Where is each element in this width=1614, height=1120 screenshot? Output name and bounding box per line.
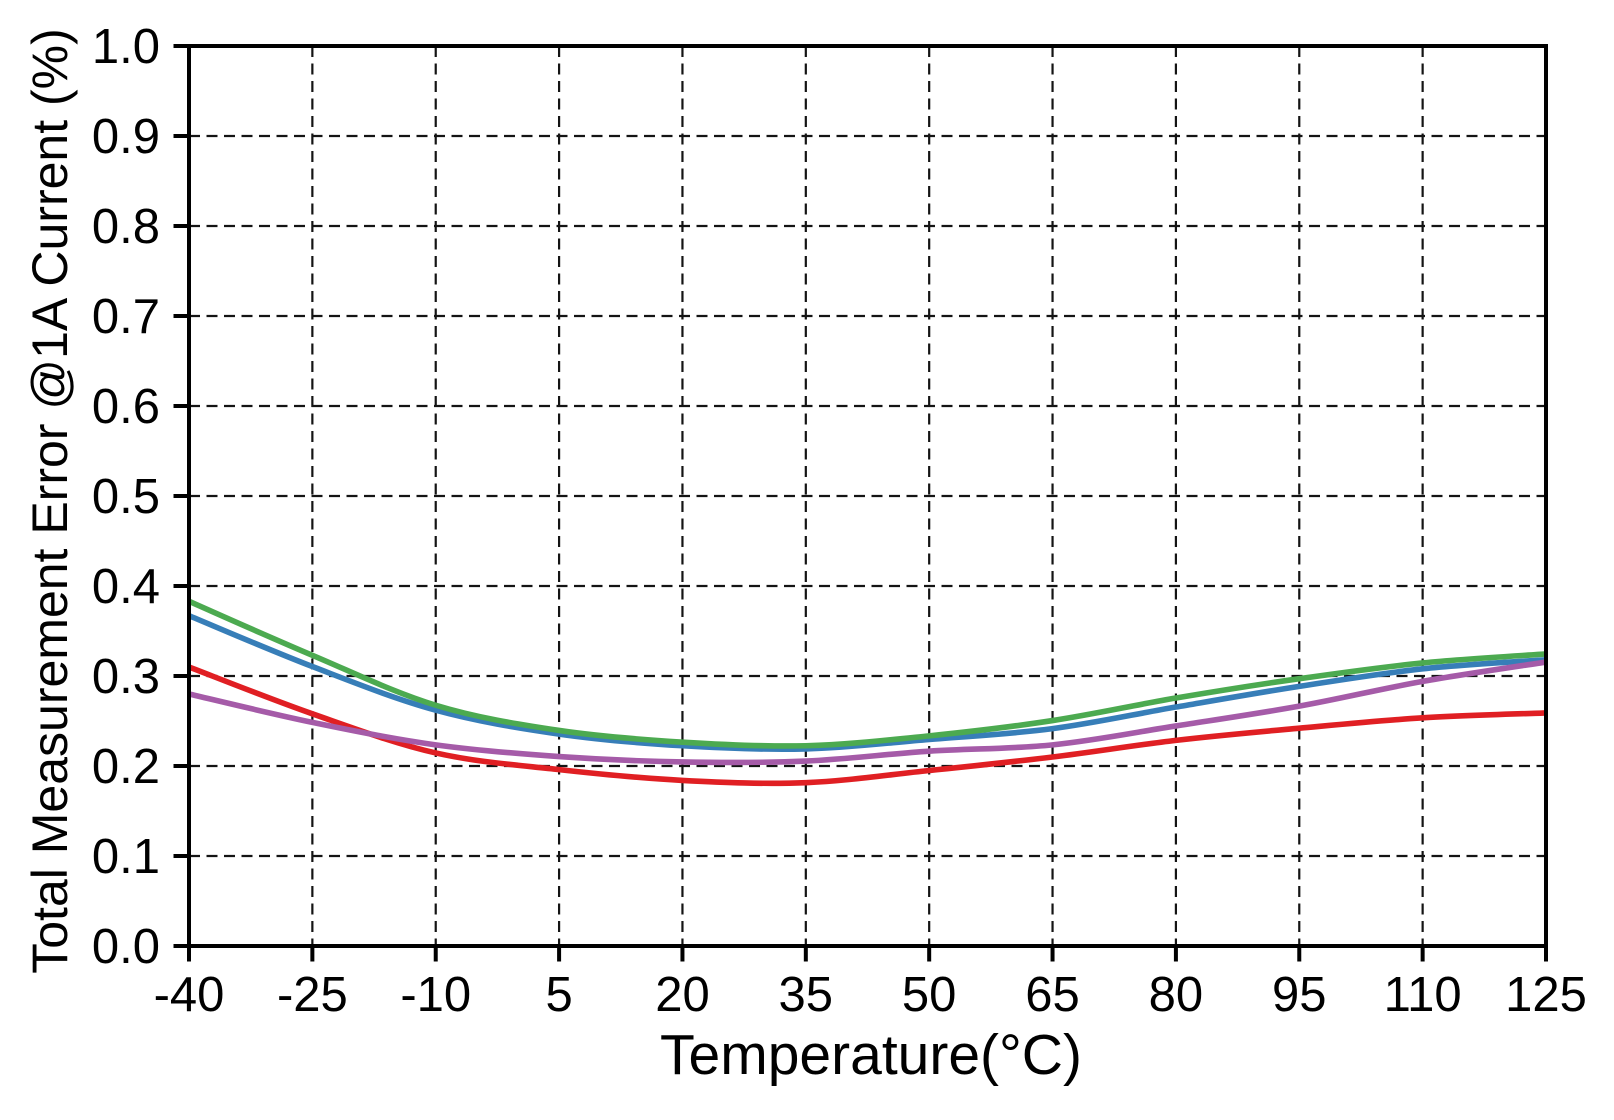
x-axis-title: Temperature(°C) <box>660 1023 1082 1087</box>
y-tick-label: 1.0 <box>92 20 160 74</box>
y-tick-label: 0.9 <box>92 110 160 164</box>
plot-border <box>187 44 1548 948</box>
x-tick-label: -40 <box>154 968 225 1022</box>
y-tick-label: 0.8 <box>92 200 160 254</box>
gridlines <box>189 46 1546 946</box>
y-tick-label: 0.6 <box>92 380 160 434</box>
x-tick-label: 35 <box>779 968 834 1022</box>
tick-labels: -40 -25 -10 5 20 35 50 65 80 95 110 125 0.0 0.1 0.2 0.3… <box>92 20 1587 1022</box>
x-tick-label: 65 <box>1025 968 1080 1022</box>
y-tick-label: 0.3 <box>92 650 160 704</box>
x-tick-label: 50 <box>902 968 957 1022</box>
x-tick-label: 80 <box>1149 968 1204 1022</box>
x-tick-label: -25 <box>277 968 348 1022</box>
y-tick-label: 0.4 <box>92 560 160 614</box>
x-tick-label: 20 <box>655 968 710 1022</box>
y-tick-label: 0.2 <box>92 740 160 794</box>
y-tick-label: 0.7 <box>92 290 160 344</box>
plot-frame <box>187 44 1548 948</box>
axis-ticks <box>173 44 1548 962</box>
x-tick-label: 95 <box>1272 968 1327 1022</box>
x-tick-label: -10 <box>400 968 471 1022</box>
x-tick-label: 125 <box>1505 968 1587 1022</box>
x-tick-label: 110 <box>1384 968 1462 1022</box>
y-axis-title: Total Measurement Error @1A Current (%) <box>22 28 78 974</box>
y-tick-label: 0.1 <box>92 830 160 884</box>
series-green-line <box>187 598 1547 749</box>
series-lines <box>187 598 1547 787</box>
x-tick-label: 5 <box>545 968 572 1022</box>
series-purple-line <box>188 659 1547 766</box>
y-tick-label: 0.5 <box>92 470 160 524</box>
series-red-line <box>188 664 1547 787</box>
series-blue-line <box>187 613 1547 753</box>
y-tick-label: 0.0 <box>92 920 160 974</box>
